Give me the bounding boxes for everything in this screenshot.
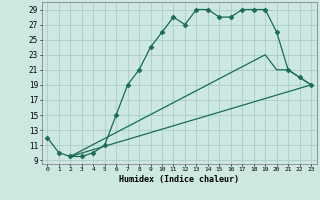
X-axis label: Humidex (Indice chaleur): Humidex (Indice chaleur) <box>119 175 239 184</box>
